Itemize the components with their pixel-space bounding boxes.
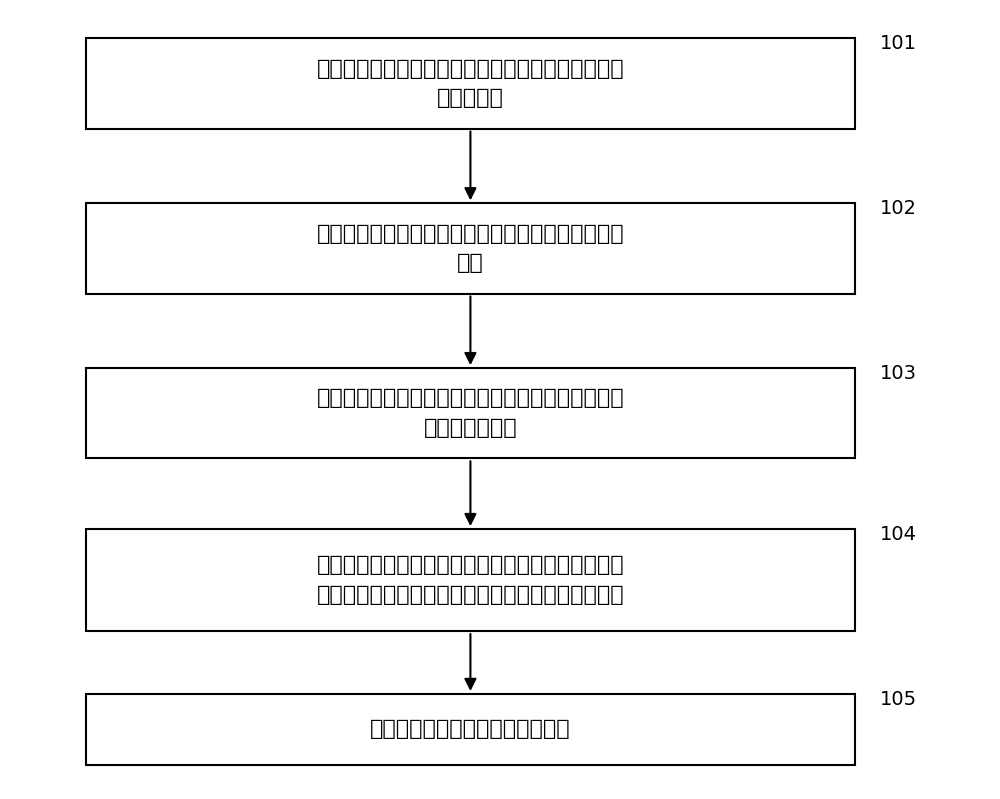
Text: 构建流域污染物的生物地球化学收支模型和污染物输
出系数模型: 构建流域污染物的生物地球化学收支模型和污染物输 出系数模型 xyxy=(317,58,624,109)
Text: 102: 102 xyxy=(880,199,917,218)
Text: 根据建坝级数构建多级液压升降坝: 根据建坝级数构建多级液压升降坝 xyxy=(370,719,571,739)
Text: 104: 104 xyxy=(880,525,917,544)
Text: 根据面源污染入河初始浓度、截留后预计净化后的浓
度，以及单级水坝对污染物的截留率，确定建坝级数: 根据面源污染入河初始浓度、截留后预计净化后的浓 度，以及单级水坝对污染物的截留率… xyxy=(317,555,624,605)
Text: 103: 103 xyxy=(880,364,917,384)
FancyBboxPatch shape xyxy=(86,694,855,765)
FancyBboxPatch shape xyxy=(86,368,855,459)
Text: 101: 101 xyxy=(880,34,917,54)
FancyBboxPatch shape xyxy=(86,203,855,293)
Text: 获取小流域的污染物入河系数，模拟小流域污染物入
河量: 获取小流域的污染物入河系数，模拟小流域污染物入 河量 xyxy=(317,224,624,273)
FancyBboxPatch shape xyxy=(86,38,855,129)
FancyBboxPatch shape xyxy=(86,529,855,631)
Text: 确定河流流量、滞留时间、多级坝以及河流污染物截
留率之间的关系: 确定河流流量、滞留时间、多级坝以及河流污染物截 留率之间的关系 xyxy=(317,388,624,438)
Text: 105: 105 xyxy=(880,690,917,709)
